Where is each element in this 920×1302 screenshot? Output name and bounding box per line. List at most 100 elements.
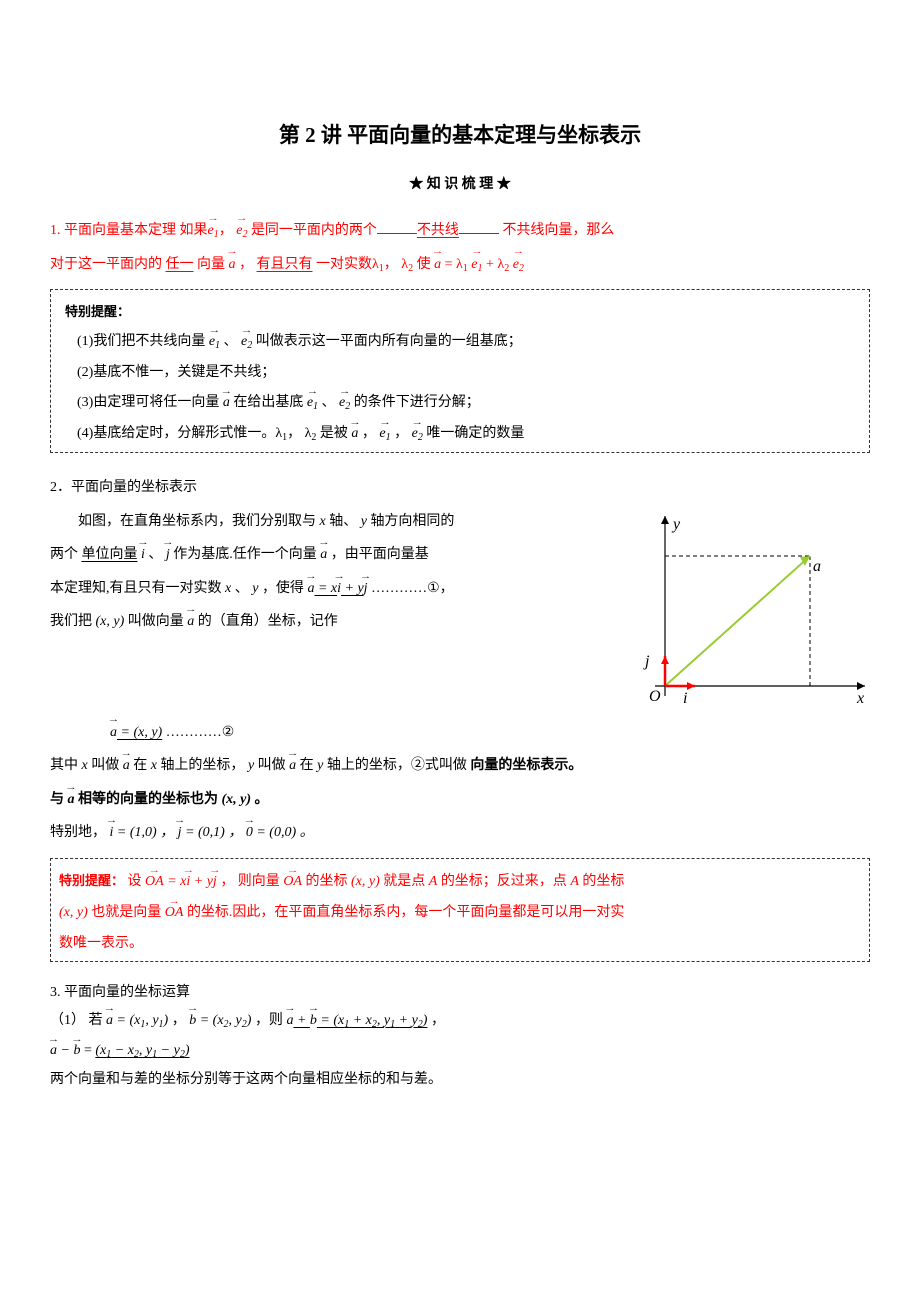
s2l6-a2: a	[289, 749, 296, 783]
s2-l4: 我们把 (x, y) 叫做向量 a 的（直角）坐标，记作	[50, 605, 623, 639]
b2l1a: 设	[128, 874, 142, 889]
b1i4d: ，	[362, 426, 380, 441]
b1i1b: 、	[224, 334, 242, 349]
box1-item3: (3)由定理可将任一向量 a 在给出基底 e1 、 e2 的条件下进行分解；	[77, 388, 855, 419]
s3l1c: ，则	[255, 1013, 283, 1028]
s2eq1-a: a	[307, 572, 314, 606]
b2l1e: 就是点	[383, 874, 425, 889]
b2l2-xy: (x, y)	[59, 905, 88, 920]
b2l2a: 也就是向量	[91, 905, 161, 920]
section2-text-col: 如图，在直角坐标系内，我们分别取与 x 轴、 y 轴方向相同的 两个 单位向量 …	[50, 505, 623, 639]
page-title: 第 2 讲 平面向量的基本定理与坐标表示	[50, 110, 870, 160]
b2l1f: 的坐标；反过来，点	[441, 874, 567, 889]
reminder-box-2: 特别提醒： 设 OA = xi + yj ， 则向量 OA 的坐标 (x, y)…	[50, 858, 870, 962]
s2l3-x: x	[225, 581, 231, 596]
s2l6h: 向量的坐标表示。	[470, 758, 582, 773]
s2l8-j: j	[178, 816, 182, 850]
b2-A: A	[429, 874, 438, 889]
b1i4c: 是被	[320, 426, 348, 441]
box1-item1: (1)我们把不共线向量 e1 、 e2 叫做表示这一平面内所有向量的一组基底；	[77, 327, 855, 358]
b1i4-a: a	[351, 419, 358, 450]
s2l3b: 、	[235, 581, 253, 596]
b2-OA: OA	[145, 867, 164, 898]
fig-label-j: j	[643, 653, 650, 670]
vec-a: a	[229, 248, 236, 282]
eq-vec-a: a	[434, 248, 441, 282]
s2l7-xy: (x, y)	[222, 792, 252, 807]
coordinate-diagram: y x a j i O	[635, 511, 870, 716]
s2l1a: 如图，在直角坐标系内，我们分别取与	[78, 514, 316, 529]
eq-s1: 1	[463, 263, 468, 274]
section2-header: 2．平面向量的坐标表示	[50, 471, 870, 505]
section1-line2: 对于这一平面内的 任一 向量 a ， 有且只有 一对实数λ1， λ2 使 a =…	[50, 248, 870, 282]
s2l6b: 叫做	[91, 758, 119, 773]
s2l6e: 叫做	[258, 758, 286, 773]
s2l8c: = (0,1) ，	[185, 825, 246, 840]
s2l7-a: a	[68, 783, 75, 817]
s2l4-a: a	[187, 605, 194, 639]
s2l3d: …………①，	[371, 581, 454, 596]
s2l4a: 我们把	[50, 614, 92, 629]
s2-l3: 本定理知,有且只有一对实数 x 、 y ，使得 a = xi + yj ……………	[50, 572, 623, 606]
b1i3-e1s: 1	[313, 401, 318, 412]
b1i3d: 的条件下进行分解；	[354, 395, 480, 410]
s1l2a: 对于这一平面内的	[50, 257, 162, 272]
fig-label-i: i	[683, 690, 687, 707]
reminder-box-1: 特别提醒： (1)我们把不共线向量 e1 、 e2 叫做表示这一平面内所有向量的…	[50, 289, 870, 453]
s2-l6: 其中 x 叫做 a 在 x 轴上的坐标， y 叫做 a 在 y 轴上的坐标，②式…	[50, 749, 870, 783]
b1i3c: 、	[322, 395, 340, 410]
b1i4-s2: 2	[311, 432, 316, 443]
section1-mid1: 是同一平面内的两个	[251, 223, 377, 238]
b1i3-a: a	[223, 388, 230, 419]
b1-e2s: 2	[247, 340, 252, 351]
b1i3b: 在给出基底	[233, 395, 303, 410]
eq-eq: = λ	[441, 257, 463, 272]
s2l6-a1: a	[123, 749, 130, 783]
eq-e1-sub: 1	[478, 263, 483, 274]
fig-label-y: y	[671, 516, 681, 533]
b2l1g: 的坐标	[582, 874, 624, 889]
s2l6-x: x	[82, 758, 88, 773]
s1l2b: 向量	[197, 257, 225, 272]
s2l6d: 轴上的坐标，	[160, 758, 248, 773]
s2l1b: 轴、	[329, 514, 357, 529]
b1i4-e1s: 1	[386, 432, 391, 443]
s2l7b: 相等的向量的坐标也为	[78, 792, 218, 807]
s2l2a: 两个	[50, 547, 78, 562]
sub-2: 2	[242, 229, 247, 240]
section1-mid2: 不共线向量，那么	[502, 223, 614, 238]
section1-line1: 1. 平面向量基本定理 如果e1， e2 是同一平面内的两个不共线 不共线向量，…	[50, 214, 870, 248]
box1-item4: (4)基底给定时，分解形式惟一。λ1， λ2 是被 a ， e1 ， e2 唯一…	[77, 419, 855, 450]
fig-label-a: a	[813, 558, 821, 575]
s2l2c: ，由平面向量基	[331, 547, 429, 562]
s2-l8: 特别地， i = (1,0) ， j = (0,1) ， 0 = (0,0) 。	[50, 816, 870, 850]
s2-j: j	[166, 538, 170, 572]
box2-line3: 数唯一表示。	[59, 929, 855, 960]
section2-body: 如图，在直角坐标系内，我们分别取与 x 轴、 y 轴方向相同的 两个 单位向量 …	[50, 505, 870, 716]
b1i4e: ，	[394, 426, 412, 441]
b2l1c: ， 则向量	[220, 874, 280, 889]
s2l6g: 轴上的坐标，②式叫做	[327, 758, 467, 773]
s2-a: a	[320, 538, 327, 572]
b2l2b: 的坐标.因此，在平面直角坐标系内，每一个平面向量都是可以用一对实	[187, 905, 625, 920]
s3-l2: a − b = (x1 − x2, y1 − y2)	[50, 1036, 870, 1067]
s2-l1: 如图，在直角坐标系内，我们分别取与 x 轴、 y 轴方向相同的	[50, 505, 623, 539]
b1i1a: (1)我们把不共线向量	[77, 334, 205, 349]
s2-x: x	[320, 514, 326, 529]
s2-eq2: a = (x, y) …………②	[110, 716, 870, 750]
s2-i: i	[141, 538, 145, 572]
s2eq2-a: a	[110, 716, 117, 750]
fig-label-x: x	[856, 690, 864, 707]
box2-line2: (x, y) 也就是向量 OA 的坐标.因此，在平面直角坐标系内，每一个平面向量…	[59, 898, 855, 929]
s2l8a: 特别地，	[50, 825, 106, 840]
b1i4f: 唯一确定的数量	[426, 426, 524, 441]
s2-l2: 两个 单位向量 i 、 j 作为基底.任作一个向量 a ，由平面向量基	[50, 538, 623, 572]
b1i1c: 叫做表示这一平面内所有向量的一组基底；	[256, 334, 522, 349]
s3l2-eq: =	[84, 1043, 95, 1058]
s2l7a: 与	[50, 792, 64, 807]
b1i3a: (3)由定理可将任一向量	[77, 395, 219, 410]
s2l4b: 叫做向量	[128, 614, 184, 629]
s2l6-x2: x	[151, 758, 157, 773]
s2-dot: 、	[148, 547, 162, 562]
s2l3a: 本定理知,有且只有一对实数	[50, 581, 222, 596]
